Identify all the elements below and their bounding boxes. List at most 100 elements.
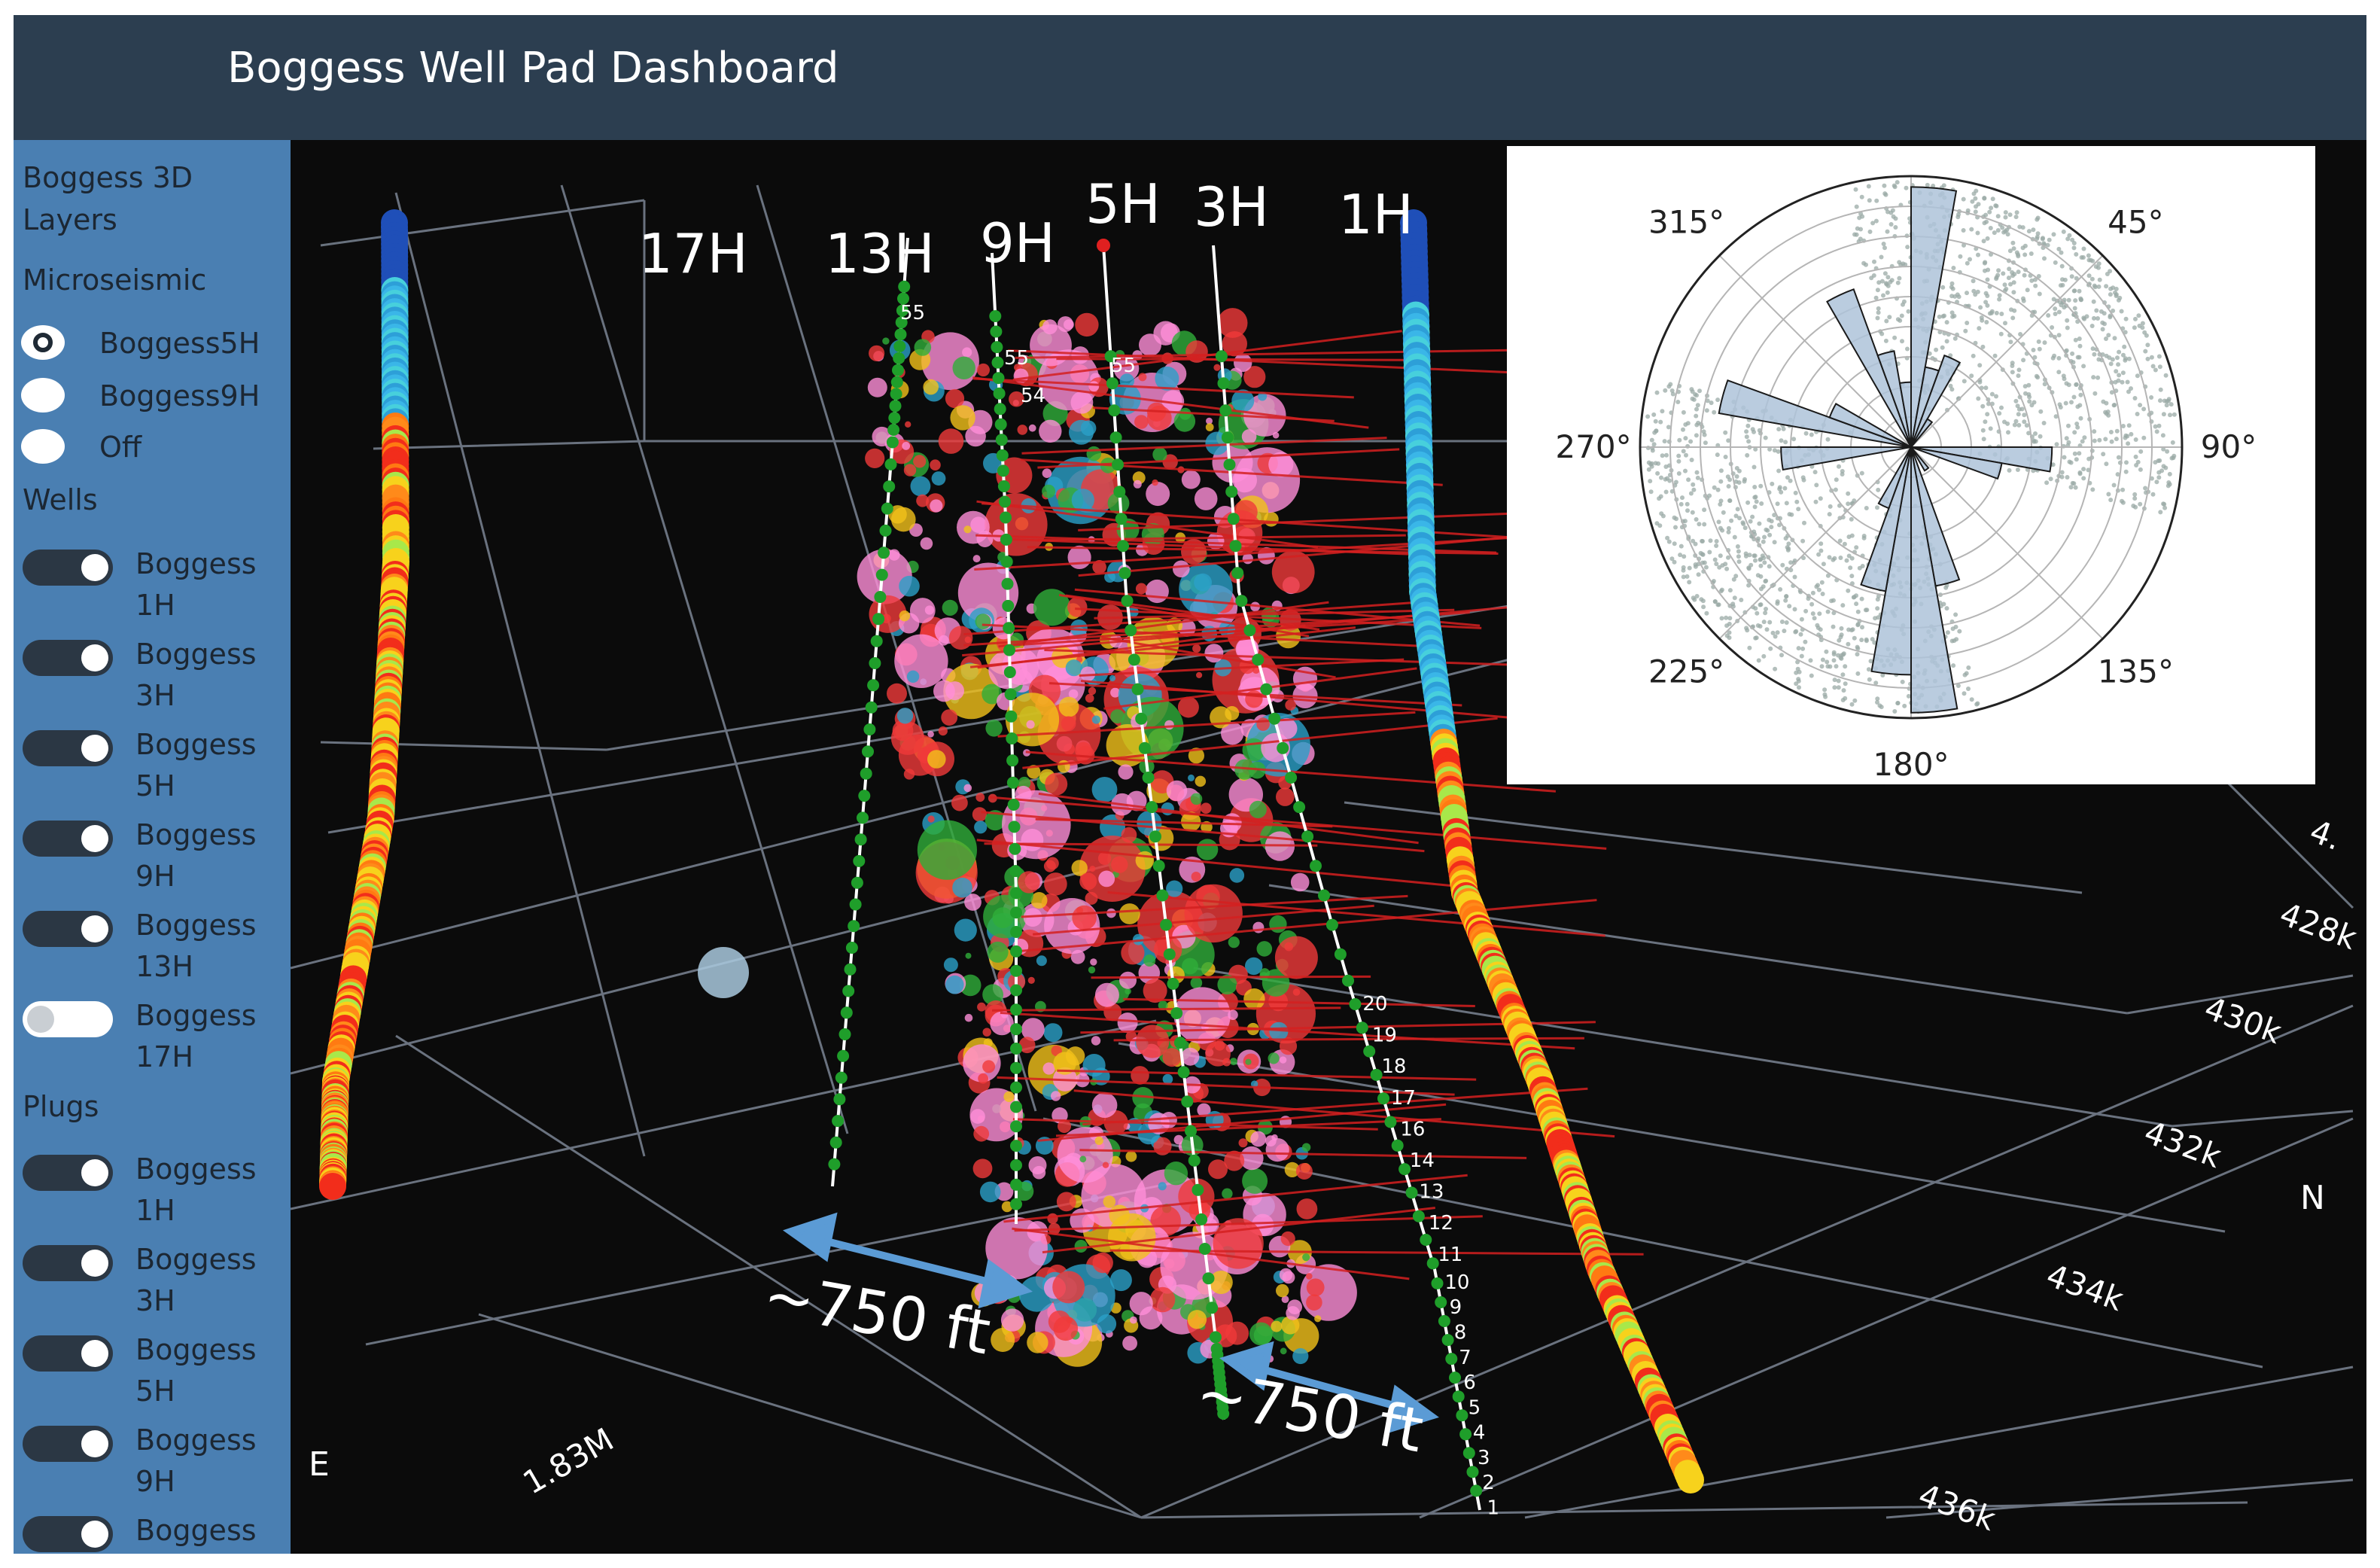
toggle-switch[interactable] (23, 821, 113, 857)
plug-toggle-boggess-5h[interactable]: Boggess 5H (23, 1329, 291, 1412)
toggle-switch[interactable] (23, 1426, 113, 1462)
rose-scatter-point (1876, 487, 1881, 492)
plug-toggle-boggess-1h[interactable]: Boggess 1H (23, 1149, 291, 1232)
plug-marker (1173, 1037, 1186, 1049)
microseismic-option-boggess9h[interactable]: Boggess9H (21, 376, 291, 419)
well-toggle-boggess-3h[interactable]: Boggess 3H (23, 634, 291, 717)
rose-scatter-point (1758, 574, 1764, 579)
rose-scatter-point (1971, 279, 1976, 284)
rose-outer-ring (1639, 175, 2184, 720)
rose-scatter-point (1905, 245, 1910, 250)
toggle-switch[interactable] (23, 1335, 113, 1372)
microseismic-event (1092, 560, 1106, 574)
rose-scatter-point (2126, 389, 2131, 394)
plug-marker (892, 364, 904, 376)
toggle-switch[interactable] (23, 1516, 113, 1552)
rose-scatter-point (2075, 425, 2080, 430)
plug-toggle-boggess-9h[interactable]: Boggess 9H (23, 1420, 291, 1503)
microseismic-event (1044, 872, 1067, 896)
rose-scatter-point (1931, 184, 1936, 188)
rose-scatter-point (1731, 577, 1736, 582)
rose-scatter-point (1723, 430, 1728, 435)
toggle-switch[interactable] (23, 730, 113, 766)
rose-scatter-point (2104, 336, 2108, 341)
plug-marker (1000, 556, 1013, 568)
rose-scatter-point (1833, 487, 1838, 492)
north-tick-label: 434k (2042, 1256, 2129, 1318)
rose-scatter-point (2014, 250, 2019, 255)
rose-scatter-point (1846, 588, 1851, 593)
plug-toggle-boggess-3h[interactable]: Boggess 3H (23, 1239, 291, 1322)
microseismic-event (1196, 839, 1219, 860)
microseismic-option-boggess5h[interactable]: Boggess5H (21, 324, 291, 366)
toggle-switch[interactable] (23, 1155, 113, 1191)
plug-toggle-boggess-13h[interactable]: Boggess 13H (23, 1510, 291, 1554)
microseismic-event (1155, 366, 1179, 391)
microseismic-event (867, 377, 887, 397)
plug-marker (842, 985, 855, 997)
toggle-switch[interactable] (23, 1245, 113, 1281)
radio-selected-icon[interactable] (21, 325, 65, 360)
microseismic-event (1284, 1162, 1300, 1177)
toggle-switch[interactable] (23, 911, 113, 947)
plug-marker (1206, 1302, 1219, 1314)
microseismic-event (1028, 424, 1036, 432)
rose-scatter-point (2071, 288, 2077, 294)
rose-scatter-point (1762, 560, 1767, 565)
microseismic-event (948, 626, 973, 650)
microseismic-event (910, 476, 931, 497)
microseismic-event (1146, 482, 1170, 507)
microseismic-event (1162, 1048, 1182, 1067)
plug-marker (869, 657, 881, 669)
plug-marker (828, 1158, 841, 1171)
microseismic-event (1173, 1134, 1184, 1145)
microseismic-event (938, 428, 964, 454)
plug-marker (1003, 644, 1015, 656)
microseismic-event (1048, 1310, 1071, 1333)
rose-scatter-point (2062, 455, 2067, 460)
microseismic-event (1058, 696, 1079, 717)
microseismic-event (1119, 373, 1135, 388)
microseismic-option-off[interactable]: Off (21, 428, 291, 470)
rose-scatter-point (2006, 276, 2011, 281)
rose-scatter-point (2156, 475, 2162, 480)
rose-scatter-point (1681, 574, 1686, 580)
rose-scatter-point (1836, 685, 1841, 690)
plug-marker (1225, 486, 1238, 498)
rose-scatter-point (2048, 476, 2053, 482)
toggle-switch[interactable] (23, 1001, 113, 1037)
rose-scatter-point (1852, 635, 1857, 641)
rose-scatter-point (1779, 653, 1784, 658)
microseismic-event (1043, 1023, 1063, 1043)
well-toggle-boggess-9h[interactable]: Boggess 9H (23, 814, 291, 897)
rose-scatter-point (1885, 275, 1891, 280)
well-toggle-boggess-13h[interactable]: Boggess 13H (23, 905, 291, 988)
toggle-switch[interactable] (23, 550, 113, 586)
radio-unselected-icon[interactable] (21, 378, 65, 413)
microseismic-event (1296, 1198, 1318, 1219)
rose-bin (1910, 446, 1958, 714)
rose-bin (1910, 354, 1962, 448)
rose-scatter-point (1849, 628, 1854, 633)
well-toggle-boggess-5h[interactable]: Boggess 5H (23, 724, 291, 807)
rose-scatter-point (1734, 474, 1739, 479)
rose-scatter-point (1700, 538, 1705, 543)
rose-scatter-point (2042, 256, 2047, 261)
stage-number-label: 9 (1450, 1296, 1462, 1319)
rose-scatter-point (1711, 579, 1716, 583)
rose-scatter-point (1712, 557, 1718, 562)
rose-scatter-point (2096, 265, 2101, 270)
rose-scatter-point (1651, 412, 1657, 417)
rose-scatter-point (2086, 253, 2091, 258)
toggle-switch[interactable] (23, 640, 113, 676)
rose-scatter-point (1767, 564, 1772, 569)
well-toggle-boggess-1h[interactable]: Boggess 1H (23, 543, 291, 626)
rose-scatter-point (1966, 687, 1971, 691)
rose-scatter-point (2059, 474, 2065, 480)
well-toggle-boggess-17h[interactable]: Boggess 17H (23, 995, 291, 1078)
plug-marker (1260, 683, 1273, 696)
microseismic-event (1285, 699, 1296, 711)
radio-unselected-icon[interactable] (21, 429, 65, 464)
rose-scatter-point (1715, 452, 1720, 458)
